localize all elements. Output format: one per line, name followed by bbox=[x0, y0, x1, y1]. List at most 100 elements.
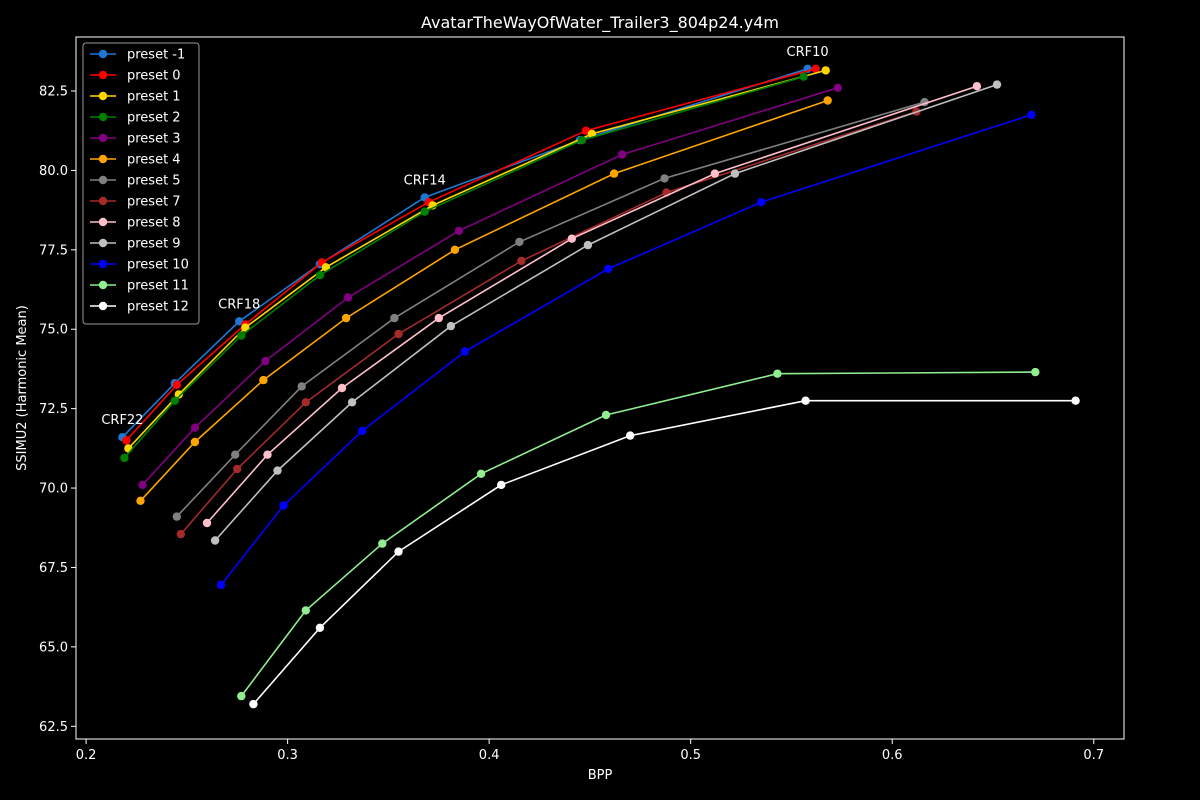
legend-label: preset 2 bbox=[127, 111, 181, 126]
legend-marker bbox=[98, 175, 108, 185]
series-preset-0 bbox=[122, 64, 820, 445]
data-point bbox=[394, 547, 403, 556]
data-point bbox=[833, 83, 842, 93]
data-point bbox=[515, 237, 524, 247]
data-point bbox=[190, 437, 200, 447]
legend-label: preset 3 bbox=[127, 132, 181, 147]
legend-marker bbox=[98, 70, 108, 80]
legend-label: preset 5 bbox=[127, 174, 181, 189]
legend-label: preset 0 bbox=[127, 69, 181, 84]
data-point bbox=[450, 245, 460, 254]
data-point bbox=[811, 64, 820, 74]
series-preset-11 bbox=[237, 367, 1040, 701]
legend-marker bbox=[98, 217, 108, 227]
data-point bbox=[261, 356, 270, 366]
legend-entry: preset 7 bbox=[90, 195, 181, 210]
data-point bbox=[216, 580, 226, 590]
crf-annotation: CRF10 bbox=[787, 45, 829, 60]
y-tick-label: 70.0 bbox=[39, 482, 68, 497]
data-point bbox=[497, 480, 506, 490]
legend-marker bbox=[98, 133, 108, 143]
data-point bbox=[609, 169, 619, 178]
data-point bbox=[237, 691, 246, 701]
legend-marker bbox=[98, 238, 108, 248]
data-point bbox=[273, 466, 282, 475]
chart-title: AvatarTheWayOfWater_Trailer3_804p24.y4m bbox=[421, 13, 779, 33]
y-axis-label: SSIMU2 (Harmonic Mean) bbox=[15, 305, 30, 471]
data-point bbox=[583, 240, 593, 250]
data-point bbox=[601, 410, 611, 420]
crf-annotation: CRF14 bbox=[404, 173, 446, 188]
data-point bbox=[1071, 396, 1080, 405]
y-tick-label: 67.5 bbox=[39, 561, 68, 576]
series-preset-8 bbox=[202, 82, 982, 528]
data-point bbox=[1027, 110, 1036, 120]
legend-label: preset 8 bbox=[127, 216, 181, 231]
series-preset-1 bbox=[124, 66, 830, 453]
legend-marker bbox=[98, 196, 108, 206]
legend: preset -1 preset 0 preset 1 preset 2 preset … bbox=[82, 42, 200, 325]
legend-label: preset 11 bbox=[127, 279, 189, 294]
legend-entry: preset 12 bbox=[90, 300, 189, 315]
data-point bbox=[202, 518, 212, 528]
data-point bbox=[174, 390, 183, 399]
data-point bbox=[618, 150, 627, 159]
data-point bbox=[799, 72, 808, 81]
data-point bbox=[301, 606, 310, 615]
data-point bbox=[577, 136, 587, 145]
data-point bbox=[172, 512, 181, 521]
x-tick-label: 0.3 bbox=[277, 748, 298, 763]
data-point bbox=[603, 264, 613, 274]
series-preset-9 bbox=[210, 80, 1002, 545]
series-preset-4 bbox=[136, 96, 832, 505]
data-point bbox=[259, 375, 268, 385]
data-point bbox=[972, 82, 982, 91]
data-point bbox=[1031, 367, 1040, 377]
data-point bbox=[122, 436, 131, 445]
data-point bbox=[390, 313, 399, 323]
data-point bbox=[446, 321, 456, 331]
series-layer bbox=[118, 64, 1080, 709]
data-point bbox=[626, 431, 635, 440]
data-point bbox=[476, 469, 486, 478]
legend-box bbox=[82, 42, 200, 325]
y-axis: 62.5 65.0 67.5 70.0 72.5 75.0 77.5 80.0 82.5 bbox=[39, 85, 76, 735]
y-tick-label: 75.0 bbox=[39, 323, 68, 338]
legend-marker bbox=[98, 280, 108, 290]
crf-annotation: CRF22 bbox=[101, 413, 143, 428]
y-tick-label: 72.5 bbox=[39, 402, 68, 417]
data-point bbox=[823, 96, 832, 105]
data-point bbox=[821, 66, 830, 75]
series-preset-3 bbox=[138, 83, 842, 490]
data-point bbox=[341, 313, 351, 323]
x-tick-label: 0.5 bbox=[680, 748, 701, 763]
legend-entry: preset 1 bbox=[90, 90, 181, 105]
y-tick-label: 62.5 bbox=[39, 720, 68, 735]
data-point bbox=[301, 398, 310, 407]
y-tick-label: 65.0 bbox=[39, 640, 68, 655]
y-tick-label: 80.0 bbox=[39, 164, 68, 179]
legend-marker bbox=[98, 91, 108, 101]
legend-label: preset 9 bbox=[127, 237, 181, 252]
x-tick-label: 0.7 bbox=[1083, 748, 1104, 763]
legend-entry: preset 8 bbox=[90, 216, 181, 231]
legend-entry: preset -1 bbox=[90, 48, 185, 63]
legend-label: preset -1 bbox=[127, 48, 185, 63]
legend-label: preset 12 bbox=[127, 300, 189, 315]
data-point bbox=[801, 396, 810, 405]
data-point bbox=[170, 396, 179, 405]
data-point bbox=[136, 496, 145, 505]
data-point bbox=[358, 426, 367, 436]
data-point bbox=[343, 293, 353, 302]
data-point bbox=[124, 444, 133, 453]
legend-entry: preset 10 bbox=[90, 258, 189, 273]
legend-entry: preset 11 bbox=[90, 279, 189, 294]
data-point bbox=[420, 207, 429, 216]
data-point bbox=[120, 453, 129, 463]
data-point bbox=[730, 169, 740, 178]
y-tick-label: 82.5 bbox=[39, 85, 68, 100]
data-point bbox=[279, 501, 288, 510]
data-point bbox=[190, 423, 200, 432]
legend-marker bbox=[98, 259, 108, 269]
legend-label: preset 1 bbox=[127, 90, 181, 105]
